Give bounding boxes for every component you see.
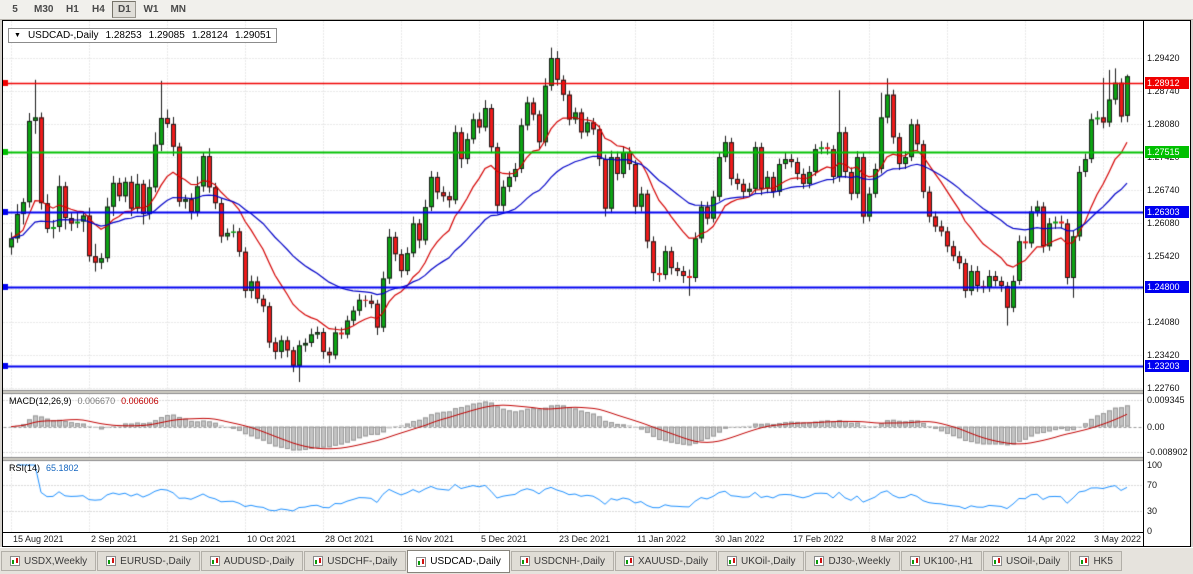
timeframe-button-m30[interactable]: M30 bbox=[29, 1, 59, 18]
timeframe-button-d1[interactable]: D1 bbox=[112, 1, 137, 18]
price-axis[interactable]: 1.294201.287401.280801.274201.267401.260… bbox=[1143, 21, 1190, 546]
symbol-tab-label: AUDUSD-,Daily bbox=[223, 555, 295, 567]
tab-chart-icon bbox=[814, 556, 825, 566]
open-value: 1.28253 bbox=[105, 30, 142, 41]
line-price-label: 1.27515 bbox=[1145, 146, 1189, 158]
symbol-tab-bar: USDX,Weekly EURUSD-,Daily AUDUSD-,Daily USD… bbox=[0, 547, 1193, 574]
tab-chart-icon bbox=[909, 556, 920, 566]
date-label: 10 Oct 2021 bbox=[247, 534, 297, 544]
close-value: 1.29051 bbox=[234, 30, 272, 41]
rsi-name: RSI(14) bbox=[9, 463, 41, 473]
tab-chart-icon bbox=[727, 556, 737, 566]
symbol-tab-label: HK5 bbox=[1093, 555, 1113, 567]
date-label: 16 Nov 2021 bbox=[403, 534, 455, 544]
date-label: 5 Dec 2021 bbox=[481, 534, 528, 544]
symbol-tab-eurusd-daily[interactable]: EURUSD-,Daily bbox=[97, 551, 200, 571]
date-label: 17 Feb 2022 bbox=[793, 534, 844, 544]
symbol-tab-audusd-daily[interactable]: AUDUSD-,Daily bbox=[200, 551, 304, 571]
tab-chart-icon bbox=[623, 556, 634, 566]
symbol-tab-usdchf-daily[interactable]: USDCHF-,Daily bbox=[304, 551, 407, 571]
symbol-tab-dj30-weekly[interactable]: DJ30-,Weekly bbox=[805, 551, 900, 571]
date-label: 8 Mar 2022 bbox=[871, 534, 917, 544]
symbol-tab-label: UK100-,H1 bbox=[923, 555, 973, 567]
macd-axis-label: 0.009345 bbox=[1147, 395, 1185, 405]
date-label: 27 Mar 2022 bbox=[949, 534, 1000, 544]
price-tick-label: 1.29420 bbox=[1147, 53, 1180, 63]
price-tick-label: 1.22760 bbox=[1147, 383, 1180, 393]
low-value: 1.28124 bbox=[191, 30, 228, 41]
date-label: 21 Sep 2021 bbox=[169, 534, 221, 544]
date-label: 28 Oct 2021 bbox=[325, 534, 375, 544]
symbol-tab-usdcnh-daily[interactable]: USDCNH-,Daily bbox=[510, 551, 614, 571]
macd-main-value: 0.006670 bbox=[77, 396, 116, 406]
price-tick-label: 1.28080 bbox=[1147, 119, 1180, 129]
date-axis[interactable]: 15 Aug 2021 2 Sep 2021 21 Sep 2021 10 Oct 2… bbox=[3, 532, 1143, 546]
symbol-tab-xauusd-daily[interactable]: XAUUSD-,Daily bbox=[614, 551, 717, 571]
date-label: 15 Aug 2021 bbox=[13, 534, 64, 544]
symbol-tab-label: USDCAD-,Daily bbox=[430, 556, 501, 567]
symbol-tab-label: USDX,Weekly bbox=[24, 555, 88, 567]
line-price-label: 1.23203 bbox=[1145, 360, 1189, 372]
macd-axis-label: -0.008902 bbox=[1147, 447, 1188, 457]
macd-pane-label: MACD(12,26,9) 0.006670 0.006006 bbox=[9, 396, 159, 406]
price-tick-label: 1.24080 bbox=[1147, 317, 1180, 327]
high-value: 1.29085 bbox=[148, 30, 185, 41]
macd-signal-value: 0.006006 bbox=[121, 396, 159, 406]
symbol-tab-label: DJ30-,Weekly bbox=[828, 555, 891, 567]
line-price-label: 1.26303 bbox=[1145, 206, 1189, 218]
date-label: 23 Dec 2021 bbox=[559, 534, 611, 544]
symbol-tab-usdcad-daily[interactable]: USDCAD-,Daily bbox=[407, 550, 510, 573]
date-label: 3 May 2022 bbox=[1094, 534, 1142, 544]
symbol-tab-label: UKOil-,Daily bbox=[741, 555, 796, 567]
rsi-value: 65.1802 bbox=[46, 463, 79, 473]
symbol-tab-hk5[interactable]: HK5 bbox=[1070, 551, 1122, 571]
chart-window: ▼ USDCAD-,Daily 1.28253 1.29085 1.28124 … bbox=[2, 20, 1191, 547]
timeframe-button-5[interactable]: 5 bbox=[3, 1, 27, 18]
tab-chart-icon bbox=[106, 556, 117, 566]
price-tick-label: 1.26740 bbox=[1147, 185, 1180, 195]
ohlc-title: ▼ USDCAD-,Daily 1.28253 1.29085 1.28124 … bbox=[8, 28, 278, 43]
symbol-tab-usoil-daily[interactable]: USOil-,Daily bbox=[982, 551, 1070, 571]
rsi-axis-label: 0 bbox=[1147, 526, 1153, 536]
chart-canvas[interactable] bbox=[3, 21, 1143, 532]
symbol-tab-usdx-weekly[interactable]: USDX,Weekly bbox=[1, 551, 97, 571]
symbol-tab-label: XAUUSD-,Daily bbox=[637, 555, 708, 567]
price-tick-label: 1.23420 bbox=[1147, 350, 1180, 360]
symbol-tab-ukoil-daily[interactable]: UKOil-,Daily bbox=[718, 551, 805, 571]
tab-chart-icon bbox=[313, 556, 324, 566]
date-label: 14 Apr 2022 bbox=[1027, 534, 1076, 544]
tab-chart-icon bbox=[1079, 556, 1090, 566]
macd-name: MACD(12,26,9) bbox=[9, 396, 72, 406]
timeframe-button-w1[interactable]: W1 bbox=[138, 1, 164, 18]
date-label: 2 Sep 2021 bbox=[91, 534, 138, 544]
date-label: 30 Jan 2022 bbox=[715, 534, 765, 544]
line-price-label: 1.28912 bbox=[1145, 77, 1189, 89]
tab-chart-icon bbox=[519, 556, 530, 566]
price-tick-label: 1.25420 bbox=[1147, 251, 1180, 261]
rsi-axis-label: 30 bbox=[1147, 506, 1158, 516]
tab-chart-icon bbox=[991, 556, 1002, 566]
rsi-axis-label: 70 bbox=[1147, 480, 1158, 490]
timeframe-toolbar: 5 M30 H1 H4 D1 W1 MN bbox=[0, 0, 1193, 20]
symbol-period-label: USDCAD-,Daily bbox=[27, 30, 99, 41]
tab-chart-icon bbox=[209, 556, 220, 566]
symbol-tab-label: EURUSD-,Daily bbox=[120, 555, 191, 567]
tab-chart-icon bbox=[10, 556, 20, 566]
date-label: 11 Jan 2022 bbox=[637, 534, 686, 544]
collapse-arrow-icon[interactable]: ▼ bbox=[14, 32, 21, 39]
price-tick-label: 1.26080 bbox=[1147, 218, 1180, 228]
tab-chart-icon bbox=[416, 556, 427, 567]
timeframe-button-h1[interactable]: H1 bbox=[60, 1, 85, 18]
symbol-tab-label: USDCNH-,Daily bbox=[533, 555, 605, 567]
symbol-tab-label: USDCHF-,Daily bbox=[327, 555, 398, 567]
timeframe-button-mn[interactable]: MN bbox=[165, 1, 192, 18]
rsi-pane-label: RSI(14) 65.1802 bbox=[9, 463, 79, 473]
rsi-axis-label: 100 bbox=[1147, 460, 1163, 470]
price-tick-label: 1.28740 bbox=[1147, 86, 1180, 96]
macd-axis-label: 0.00 bbox=[1147, 422, 1165, 432]
symbol-tab-uk100-h1[interactable]: UK100-,H1 bbox=[900, 551, 982, 571]
line-price-label: 1.24800 bbox=[1145, 281, 1189, 293]
timeframe-button-h4[interactable]: H4 bbox=[86, 1, 111, 18]
symbol-tab-label: USOil-,Daily bbox=[1005, 555, 1061, 567]
